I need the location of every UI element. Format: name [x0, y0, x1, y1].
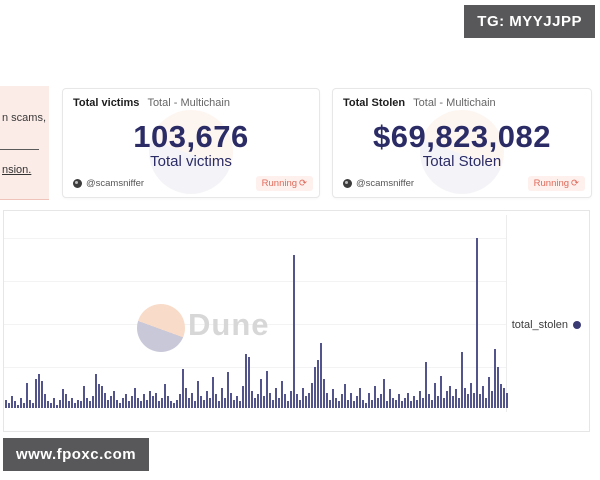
counter-card-total-stolen: Total Stolen Total - Multichain $69,823,0… [332, 88, 592, 198]
text-widget-divider [0, 149, 39, 150]
card-scope: Total - Multichain [147, 97, 230, 109]
card-scope: Total - Multichain [413, 97, 496, 109]
legend-label: total_stolen [511, 319, 568, 331]
counter-label: Total Stolen [422, 153, 502, 170]
card-title[interactable]: Total victims [73, 97, 140, 109]
top-right-watermark-badge: TG: MYYJJPP [464, 5, 595, 38]
author-handle: @scamsniffer [86, 178, 145, 189]
refresh-icon: ⟳ [299, 178, 307, 189]
card-header: Total victims Total - Multichain [73, 97, 230, 109]
bar-series-total-stolen [5, 238, 509, 408]
bar-chart-panel: Dune total_stolen [3, 210, 590, 432]
dune-logo-icon [137, 304, 185, 352]
refresh-icon: ⟳ [571, 178, 579, 189]
gridline [4, 281, 506, 282]
running-status-badge[interactable]: Running ⟳ [527, 176, 585, 191]
counter-label: Total victims [150, 153, 232, 170]
author-link[interactable]: @scamsniffer [73, 178, 144, 189]
card-footer: @scamsniffer Running ⟳ [73, 176, 313, 191]
bottom-left-watermark-badge: www.fpoxc.com [3, 438, 150, 471]
gridline [4, 367, 506, 368]
gridline [4, 238, 506, 239]
dune-logo-ghost-icon [420, 109, 504, 194]
dune-logo-ghost-icon [149, 109, 233, 194]
author-avatar-icon [73, 179, 82, 188]
legend-item-total-stolen[interactable]: total_stolen [512, 319, 581, 331]
card-header: Total Stolen Total - Multichain [343, 97, 496, 109]
author-avatar-icon [343, 179, 352, 188]
text-widget-panel: n scams, nsion. [0, 86, 49, 200]
card-title[interactable]: Total Stolen [343, 97, 406, 109]
gridline [4, 324, 506, 325]
legend-dot-icon [573, 321, 581, 329]
card-footer: @scamsniffer Running ⟳ [343, 176, 585, 191]
plot-right-border [506, 215, 507, 412]
status-text: Running [533, 178, 570, 189]
counter-value: 103,676 [133, 119, 249, 154]
status-text: Running [261, 178, 298, 189]
dune-watermark-text: Dune [188, 307, 270, 342]
running-status-badge[interactable]: Running ⟳ [255, 176, 313, 191]
author-link[interactable]: @scamsniffer [343, 178, 414, 189]
counter-value: $69,823,082 [373, 119, 551, 154]
text-widget-link[interactable]: nsion. [2, 164, 32, 176]
author-handle: @scamsniffer [356, 178, 415, 189]
counter-card-total-victims: Total victims Total - Multichain 103,676 … [62, 88, 320, 198]
text-widget-fragment: n scams, [2, 112, 47, 124]
